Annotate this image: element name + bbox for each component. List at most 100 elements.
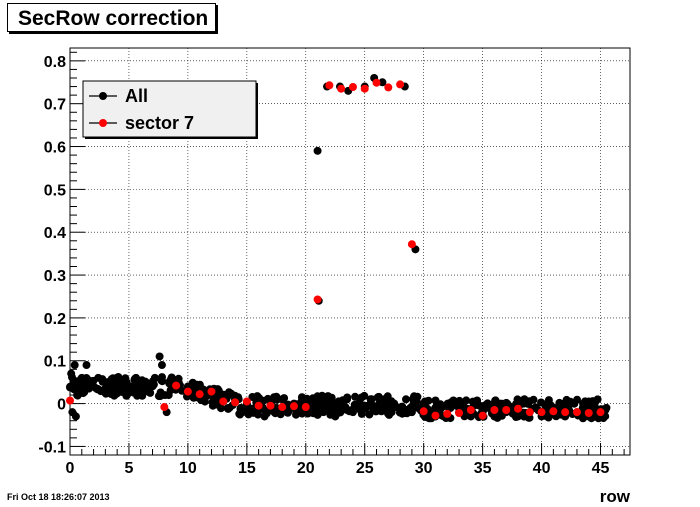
x-tick-label: 35 xyxy=(474,460,492,477)
all-point xyxy=(390,399,399,408)
all-point xyxy=(71,412,80,421)
all-point xyxy=(150,373,159,382)
legend-entry-all-label: All xyxy=(125,86,148,106)
y-tick-label: 0 xyxy=(57,397,66,414)
cluster-point xyxy=(462,396,471,405)
all-point xyxy=(590,399,599,408)
all-point xyxy=(366,395,375,404)
sector-7-point xyxy=(396,80,405,89)
sector-7-point xyxy=(160,403,169,412)
x-tick-label: 10 xyxy=(179,460,197,477)
sector-7-point xyxy=(561,408,570,417)
all-point xyxy=(396,403,405,412)
all-point xyxy=(378,78,387,87)
all-point xyxy=(77,373,86,382)
all-point xyxy=(325,395,334,404)
all-point xyxy=(402,395,410,404)
all-point xyxy=(136,386,145,395)
all-point xyxy=(555,403,564,412)
sector-7-point xyxy=(266,401,275,410)
all-point xyxy=(157,361,166,370)
x-tick-label: 15 xyxy=(238,460,256,477)
all-point xyxy=(127,382,136,391)
all-point xyxy=(178,386,186,395)
sector-7-point xyxy=(549,407,558,416)
all-point xyxy=(94,373,103,382)
all-point xyxy=(278,395,287,404)
all-point xyxy=(343,395,352,404)
all-point xyxy=(284,408,293,417)
cluster-point xyxy=(156,388,165,397)
sector-7-point xyxy=(301,403,310,412)
cluster-point xyxy=(357,409,366,418)
sector-7-point xyxy=(584,409,593,418)
cluster-point xyxy=(200,397,209,406)
sector-7-point xyxy=(231,398,240,407)
all-point xyxy=(490,412,499,421)
sector-7-point xyxy=(514,404,522,413)
all-point xyxy=(466,412,475,421)
sector-7-point xyxy=(172,381,181,390)
cluster-point xyxy=(384,396,393,405)
all-point xyxy=(313,146,322,155)
all-point xyxy=(69,378,78,387)
all-point xyxy=(225,391,234,400)
all-point xyxy=(132,373,141,382)
all-point xyxy=(602,403,611,412)
sector-7-point xyxy=(525,408,534,417)
data-points xyxy=(66,73,611,423)
sector-7-point xyxy=(278,403,287,412)
y-tick-label: 0.5 xyxy=(44,182,66,199)
y-tick-label: 0.8 xyxy=(44,54,66,71)
x-tick-label: 40 xyxy=(533,460,551,477)
cluster-point xyxy=(292,410,300,419)
all-point xyxy=(117,386,126,395)
x-tick-label: 30 xyxy=(415,460,433,477)
sector-7-point xyxy=(242,397,251,406)
all-point xyxy=(319,408,328,417)
legend-entry-sector-7-marker xyxy=(99,119,107,127)
y-tick-label: 0.1 xyxy=(44,354,66,371)
chart-title: SecRow correction xyxy=(7,3,216,32)
all-point xyxy=(213,386,222,395)
all-point xyxy=(189,391,198,400)
cluster-point xyxy=(213,400,222,409)
all-point xyxy=(543,399,552,408)
cluster-point xyxy=(174,374,183,383)
cluster-point xyxy=(193,380,201,389)
all-point xyxy=(514,412,522,421)
sector-7-point xyxy=(431,411,440,420)
cluster-point xyxy=(157,376,166,385)
all-point xyxy=(80,386,89,395)
all-point xyxy=(108,382,117,391)
x-tick-label: 5 xyxy=(124,460,133,477)
all-point xyxy=(578,403,587,412)
sector-7-point xyxy=(502,406,511,415)
all-point xyxy=(260,412,269,421)
cluster-point xyxy=(272,395,281,404)
all-point xyxy=(419,399,428,408)
all-point xyxy=(248,408,257,417)
sector-7-point xyxy=(537,408,546,417)
all-point xyxy=(67,369,76,378)
sector-7-point xyxy=(290,402,298,411)
all-point xyxy=(82,361,91,370)
cluster-point xyxy=(107,390,116,398)
sector-7-point xyxy=(313,295,322,304)
x-axis-label: row xyxy=(600,487,631,506)
all-point xyxy=(113,373,122,382)
all-point xyxy=(348,408,357,417)
sector-7-point xyxy=(443,409,452,418)
all-point xyxy=(407,408,416,417)
all-point xyxy=(89,382,98,391)
all-point xyxy=(307,395,316,404)
sector-7-point xyxy=(572,408,581,417)
all-point xyxy=(384,408,393,417)
y-tick-label: -0.1 xyxy=(38,439,66,456)
sector-7-point xyxy=(490,406,499,415)
sector-7-point xyxy=(455,409,464,418)
all-point xyxy=(449,399,458,408)
all-point xyxy=(99,386,108,395)
all-point xyxy=(337,403,346,412)
cluster-point xyxy=(455,396,464,405)
